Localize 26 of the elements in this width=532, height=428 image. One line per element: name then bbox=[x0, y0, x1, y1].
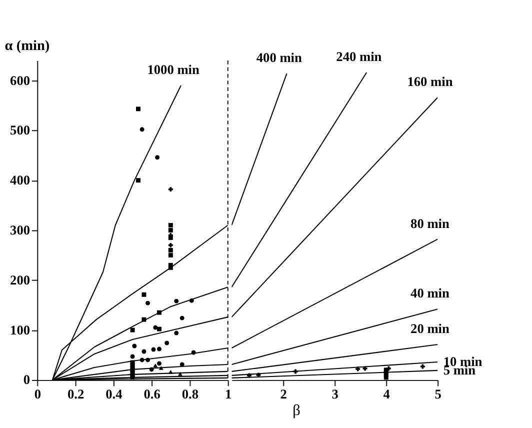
x-axis-title: β bbox=[292, 402, 301, 420]
x-tick-label: 3 bbox=[332, 386, 339, 402]
y-tick-label: 300 bbox=[10, 222, 30, 238]
x-tick-label: 0.8 bbox=[182, 386, 199, 402]
x-tick-label: 4 bbox=[383, 386, 390, 402]
series-label: 400 min bbox=[256, 50, 302, 66]
x-tick-label: 5 bbox=[434, 386, 442, 402]
y-tick-label: 0 bbox=[23, 372, 30, 388]
series-label: 240 min bbox=[336, 49, 382, 64]
y-tick-label: 200 bbox=[10, 272, 30, 288]
x-tick-label: 0 bbox=[34, 386, 42, 402]
series-label: 20 min bbox=[410, 321, 450, 336]
y-tick-label: 400 bbox=[10, 172, 30, 188]
y-tick-label: 100 bbox=[10, 322, 30, 338]
series-label: 40 min bbox=[410, 286, 450, 301]
y-tick-label: 600 bbox=[10, 72, 30, 88]
series-label: 1000 min bbox=[147, 62, 200, 78]
series-label: 160 min bbox=[407, 74, 454, 90]
x-tick-label: 0.4 bbox=[106, 386, 123, 402]
x-tick-label: 2 bbox=[280, 386, 288, 402]
y-tick-label: 500 bbox=[10, 122, 30, 138]
x-tick-label: 0.2 bbox=[67, 386, 84, 402]
x-tick-label: 0.6 bbox=[144, 386, 161, 402]
series-label: 80 min bbox=[410, 216, 450, 231]
x-tick-label: 1 bbox=[225, 386, 232, 402]
y-axis-title: α (min) bbox=[4, 38, 50, 54]
